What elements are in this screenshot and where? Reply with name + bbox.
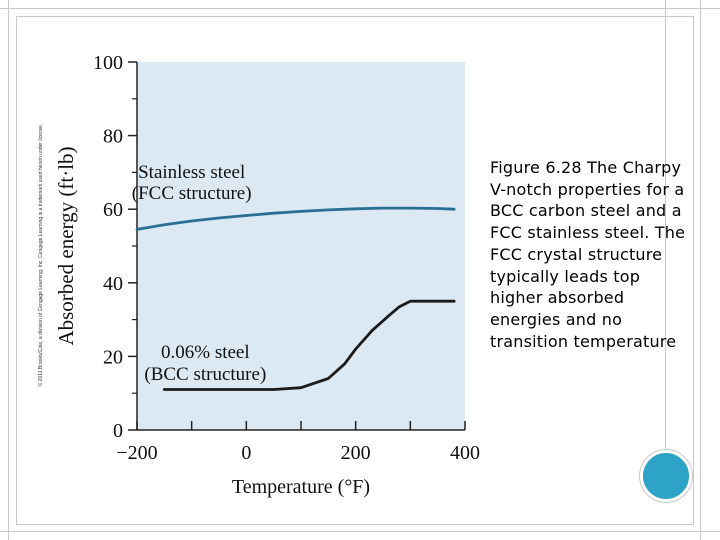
- y-axis-title: Absorbed energy (ft·lb): [54, 146, 78, 345]
- y-tick-label: 60: [103, 199, 123, 221]
- y-tick-label: 20: [103, 346, 123, 368]
- fcc-series-sublabel: (FCC structure): [132, 183, 252, 204]
- x-tick-label: 200: [341, 442, 371, 464]
- slide-frame-line-right: [700, 0, 701, 540]
- slide-frame-line-left: [8, 0, 9, 540]
- slide-frame-line-vertical-accent: [665, 0, 666, 450]
- bcc-series-sublabel: (BCC structure): [144, 364, 266, 385]
- slide-inner-frame: [16, 16, 694, 525]
- x-axis-title: Temperature (°F): [232, 476, 370, 498]
- y-tick-label: 0: [113, 420, 123, 442]
- y-tick-label: 80: [103, 126, 123, 148]
- x-tick-label: 0: [241, 442, 251, 464]
- x-tick-label: 400: [450, 442, 480, 464]
- bcc-carbon-steel-curve: [162, 299, 456, 391]
- figure-caption: Figure 6.28 The Charpy V-notch propertie…: [490, 158, 686, 351]
- bcc-series-label: 0.06% steel: [161, 342, 250, 363]
- x-tick-label: −200: [116, 442, 157, 464]
- decorative-circle: [640, 450, 692, 502]
- fcc-stainless-steel-curve: [135, 206, 456, 231]
- slide-frame-line-bottom: [0, 531, 720, 532]
- y-tick-label: 40: [103, 273, 123, 295]
- y-tick-label: 100: [93, 52, 123, 74]
- fcc-series-label: Stainless steel: [138, 162, 245, 183]
- slide-frame-line-top: [0, 8, 720, 9]
- plot-area: [137, 62, 465, 430]
